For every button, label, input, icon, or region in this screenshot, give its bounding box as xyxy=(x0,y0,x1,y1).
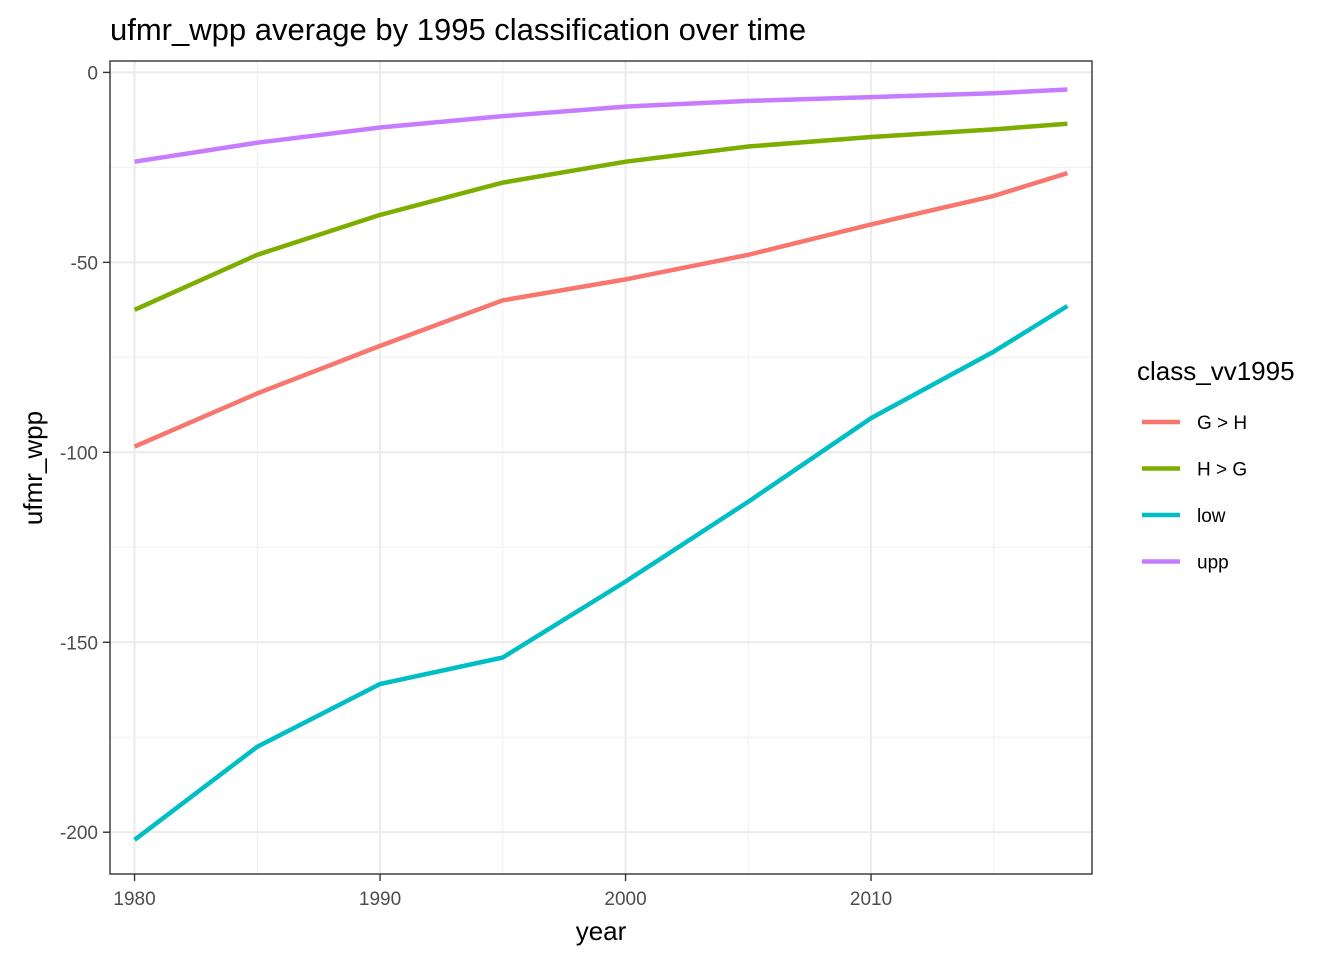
x-axis-title: year xyxy=(576,916,627,946)
y-tick-label: -50 xyxy=(71,253,98,274)
y-axis: 0 -50 -100 -150 -200 xyxy=(60,63,110,844)
legend-label: H > G xyxy=(1197,460,1247,481)
x-tick-label: 1990 xyxy=(359,889,401,910)
series-line-h-g xyxy=(133,121,1068,312)
y-axis-title: ufmr_wpp xyxy=(18,411,48,525)
plot-panel xyxy=(109,60,1093,875)
legend: class_vv1995 G > H H > G low upp xyxy=(1137,356,1295,574)
x-tick-label: 2010 xyxy=(850,889,892,910)
legend-title: class_vv1995 xyxy=(1137,356,1295,386)
x-axis: 1980 1990 2000 2010 xyxy=(113,874,892,910)
series-line-upp xyxy=(134,87,1068,164)
series-line-low xyxy=(133,304,1069,842)
legend-label: low xyxy=(1197,506,1226,527)
y-tick-label: -150 xyxy=(60,633,98,654)
series-line-g-h xyxy=(133,170,1069,449)
legend-label: upp xyxy=(1197,553,1229,574)
y-tick-label: -200 xyxy=(60,823,98,844)
legend-label: G > H xyxy=(1197,413,1247,434)
chart-title: ufmr_wpp average by 1995 classification … xyxy=(110,12,806,47)
x-tick-label: 2000 xyxy=(604,889,646,910)
y-tick-label: -100 xyxy=(60,443,98,464)
series-lines xyxy=(133,87,1069,842)
y-tick-label: 0 xyxy=(87,63,98,84)
x-tick-label: 1980 xyxy=(113,889,155,910)
grid xyxy=(110,61,1092,874)
